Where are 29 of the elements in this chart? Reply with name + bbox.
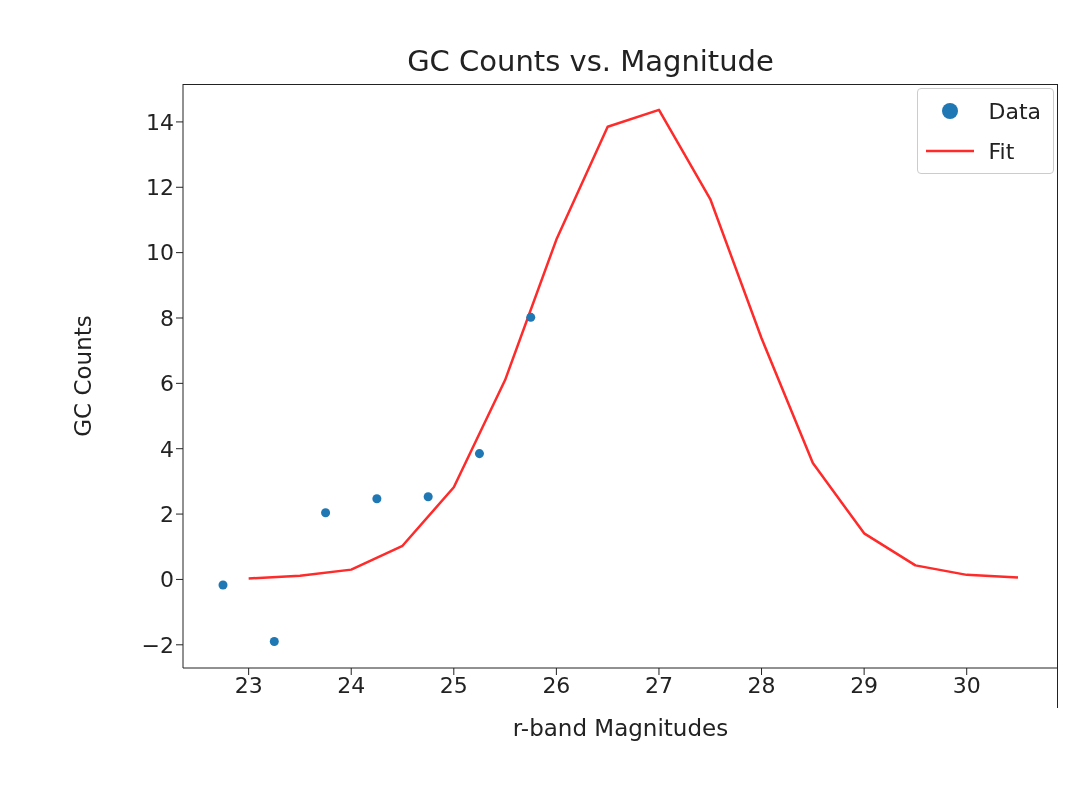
x-tick-label: 25 <box>439 672 468 698</box>
x-axis-title: r-band Magnitudes <box>512 715 729 741</box>
x-tick-label: 26 <box>542 672 571 698</box>
y-tick-label: 4 <box>160 436 174 462</box>
point <box>474 449 484 459</box>
x-tick-label: 23 <box>234 672 263 698</box>
x-tick-label: 27 <box>644 672 673 698</box>
chart-title: GC Counts vs. Magnitude <box>406 44 775 78</box>
y-tick-label: −2 <box>141 632 174 658</box>
point <box>372 494 382 504</box>
x-tick-label: 29 <box>850 672 879 698</box>
y-tick-label: 14 <box>146 109 174 135</box>
x-tick-label: 24 <box>337 672 366 698</box>
legend-label: Data <box>988 98 1041 124</box>
y-tick-label: 2 <box>160 501 174 527</box>
y-axis-title: GC Counts <box>70 315 97 437</box>
y-tick-label: 10 <box>146 240 174 266</box>
point <box>526 312 536 322</box>
y-tick-label: 8 <box>160 305 174 331</box>
legend-label: Fit <box>988 138 1015 164</box>
y-tick-label: 12 <box>146 175 174 201</box>
x-tick-label: 28 <box>747 672 776 698</box>
y-tick-label: 0 <box>160 567 174 593</box>
x-tick-label: 30 <box>952 672 981 698</box>
point <box>423 492 433 502</box>
point <box>321 508 331 518</box>
point <box>269 637 279 647</box>
point <box>218 580 228 590</box>
y-tick-label: 6 <box>160 371 174 397</box>
